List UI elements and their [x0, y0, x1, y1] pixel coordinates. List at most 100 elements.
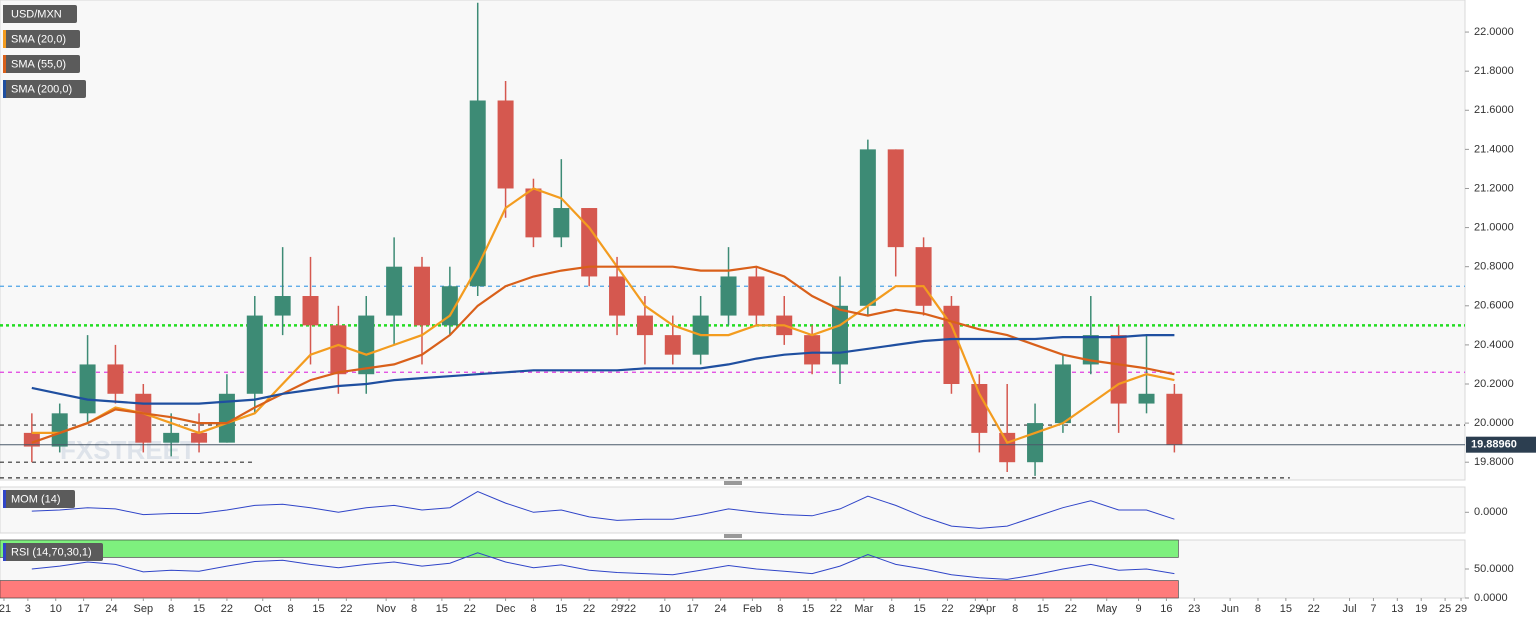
legend-swatch	[3, 80, 6, 98]
legend-box[interactable]	[3, 80, 86, 98]
candle-body	[330, 325, 347, 375]
candle-body	[23, 432, 40, 447]
candle-body	[497, 100, 514, 189]
x-tick-label: '21	[0, 603, 11, 615]
x-tick-label: 8	[777, 603, 783, 615]
x-tick-label: 15	[555, 603, 567, 615]
legend-label: MOM (14)	[11, 493, 61, 505]
x-tick-label: May	[1096, 603, 1117, 615]
y-tick-label: 20.2000	[1474, 378, 1514, 390]
x-tick-label: 22	[941, 603, 953, 615]
candle-body	[358, 315, 375, 375]
y-tick-label: 50.0000	[1474, 563, 1514, 575]
candle-body	[804, 335, 821, 365]
x-tick-label: Sep	[134, 603, 154, 615]
y-tick-label: 21.2000	[1474, 182, 1514, 194]
x-tick-label: 15	[1037, 603, 1049, 615]
candle-body	[553, 208, 570, 238]
legend-box[interactable]	[3, 30, 80, 48]
x-tick-label: 22	[464, 603, 476, 615]
candle-body	[1166, 393, 1183, 445]
y-tick-label: 0.0000	[1474, 592, 1508, 604]
x-tick-label: '22	[622, 603, 636, 615]
candle-body	[1082, 335, 1099, 365]
line-series	[31, 491, 1175, 529]
candle-body	[943, 305, 960, 384]
candle-body	[915, 247, 932, 306]
candle-body	[386, 266, 403, 316]
candle-body	[525, 188, 542, 238]
y-tick-label: 19.8000	[1474, 456, 1514, 468]
line-series	[31, 334, 1175, 405]
line-series	[31, 552, 1175, 580]
x-tick-label: 23	[1188, 603, 1200, 615]
x-tick-label: 25	[1439, 603, 1451, 615]
x-tick-label: 15	[193, 603, 205, 615]
legend-label: RSI (14,70,30,1)	[11, 546, 92, 558]
x-tick-label: 22	[221, 603, 233, 615]
y-tick-label: 0.0000	[1474, 506, 1508, 518]
x-tick-label: 13	[1391, 603, 1403, 615]
x-tick-label: 8	[411, 603, 417, 615]
legend-box[interactable]	[3, 55, 80, 73]
legend-swatch	[3, 490, 6, 508]
candle-body	[664, 335, 681, 355]
candle-body	[302, 296, 319, 326]
legend-swatch	[3, 30, 6, 48]
candle-body	[609, 276, 626, 316]
rsi-band	[0, 580, 1179, 599]
x-tick-label: 24	[105, 603, 117, 615]
x-tick-label: 15	[436, 603, 448, 615]
y-tick-label: 21.8000	[1474, 65, 1514, 77]
legend-label: SMA (55,0)	[11, 58, 66, 70]
y-tick-label: 20.4000	[1474, 339, 1514, 351]
y-tick-label: 20.0000	[1474, 417, 1514, 429]
x-tick-label: 17	[687, 603, 699, 615]
candle-body	[1027, 423, 1044, 463]
candle-body	[859, 149, 876, 306]
x-tick-label: 8	[1255, 603, 1261, 615]
x-tick-label: 22	[1308, 603, 1320, 615]
y-tick-label: 21.6000	[1474, 104, 1514, 116]
x-tick-label: 8	[530, 603, 536, 615]
legend-label: SMA (200,0)	[11, 83, 72, 95]
candle-body	[887, 149, 904, 248]
legend-box[interactable]	[3, 5, 77, 23]
panel-resize-handle[interactable]	[724, 481, 742, 485]
last-price-label: 19.88960	[1471, 439, 1517, 451]
x-tick-label: 22	[583, 603, 595, 615]
candle-body	[1110, 335, 1127, 404]
y-tick-label: 21.4000	[1474, 143, 1514, 155]
line-series	[31, 187, 1175, 445]
x-tick-label: 8	[168, 603, 174, 615]
x-tick-label: 24	[714, 603, 726, 615]
candle-body	[413, 266, 430, 326]
x-tick-label: 3	[25, 603, 31, 615]
y-tick-label: 21.0000	[1474, 221, 1514, 233]
x-tick-label: 22	[830, 603, 842, 615]
legend-box[interactable]	[3, 490, 75, 508]
x-tick-label: 10	[659, 603, 671, 615]
x-tick-label: Jun	[1221, 603, 1239, 615]
legend-swatch	[3, 543, 6, 561]
x-tick-label: 15	[1280, 603, 1292, 615]
candle-body	[79, 364, 96, 414]
x-tick-label: 10	[50, 603, 62, 615]
candle-body	[163, 432, 180, 443]
candle-body	[581, 208, 598, 277]
mom-panel	[0, 486, 1466, 534]
panel-resize-handle[interactable]	[724, 534, 742, 538]
line-series	[31, 265, 1175, 444]
x-tick-label: 22	[340, 603, 352, 615]
x-tick-label: 22	[1065, 603, 1077, 615]
candle-body	[720, 276, 737, 316]
x-tick-label: 19	[1415, 603, 1427, 615]
x-tick-label: 15	[802, 603, 814, 615]
candle-body	[831, 305, 848, 365]
x-tick-label: 17	[77, 603, 89, 615]
legend-box[interactable]	[3, 543, 103, 561]
candle-body	[469, 100, 486, 287]
x-tick-label: Jul	[1343, 603, 1357, 615]
rsi-band	[0, 539, 1179, 558]
candle-body	[51, 413, 68, 447]
